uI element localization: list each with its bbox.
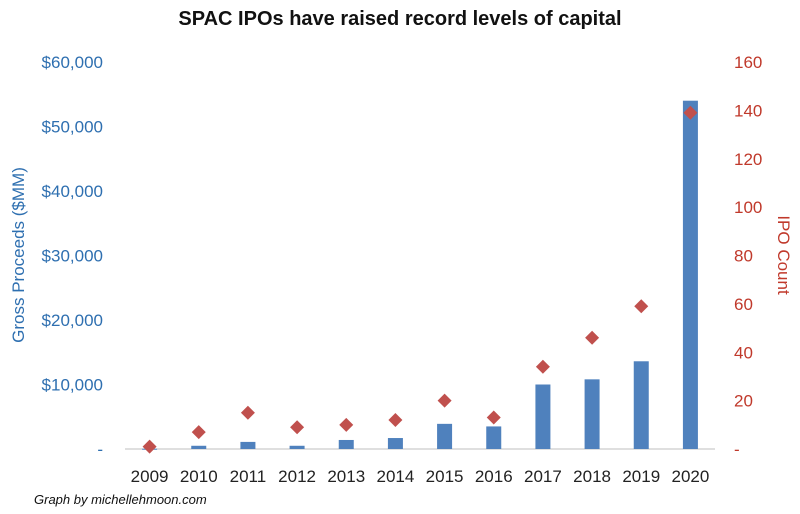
x-tick-label: 2010 xyxy=(180,467,218,486)
bar-2017 xyxy=(535,384,551,449)
bar-2010 xyxy=(191,445,207,449)
bar-2014 xyxy=(387,438,403,449)
right-tick-label: 20 xyxy=(734,392,753,411)
chart-title: SPAC IPOs have raised record levels of c… xyxy=(178,8,622,30)
bar-2016 xyxy=(486,426,502,449)
x-tick-label: 2018 xyxy=(573,467,611,486)
marker-2013 xyxy=(339,417,354,432)
bar-2019 xyxy=(633,361,649,449)
right-axis-ticks: - 20 40 60 80 100 120 140 160 xyxy=(734,53,762,459)
right-tick-label: 80 xyxy=(734,247,753,266)
x-tick-label: 2011 xyxy=(230,467,267,486)
marker-series xyxy=(142,105,698,454)
right-tick-label: - xyxy=(734,440,740,459)
x-tick-label: 2009 xyxy=(131,467,169,486)
marker-2015 xyxy=(437,393,452,408)
marker-2020 xyxy=(683,105,698,120)
bar-2018 xyxy=(584,379,600,449)
bar-2011 xyxy=(240,441,256,449)
bar-2020 xyxy=(682,100,698,449)
right-tick-label: 100 xyxy=(734,198,762,217)
x-tick-label: 2013 xyxy=(327,467,365,486)
x-tick-label: 2014 xyxy=(377,467,415,486)
right-tick-label: 40 xyxy=(734,343,753,362)
marker-2017 xyxy=(535,359,550,374)
x-tick-label: 2016 xyxy=(475,467,513,486)
right-tick-label: 160 xyxy=(734,53,762,72)
credit-text: Graph by michellehmoon.com xyxy=(34,492,207,507)
marker-2010 xyxy=(191,425,206,440)
marker-2009 xyxy=(142,439,157,454)
left-tick-label: $20,000 xyxy=(42,311,103,330)
right-tick-label: 120 xyxy=(734,150,762,169)
left-tick-label: - xyxy=(97,440,103,459)
right-tick-label: 60 xyxy=(734,295,753,314)
bar-2015 xyxy=(437,423,453,449)
bar-series xyxy=(142,100,698,450)
bar-2013 xyxy=(338,439,354,449)
left-tick-label: $40,000 xyxy=(42,182,103,201)
marker-2012 xyxy=(290,420,305,435)
left-tick-label: $60,000 xyxy=(42,53,103,72)
bar-2012 xyxy=(289,445,305,449)
x-axis-ticks: 2009 2010 2011 2012 2013 2014 2015 2016 2017 2018… xyxy=(131,467,710,486)
left-axis-title: Gross Proceeds ($MM) xyxy=(9,167,28,343)
x-tick-label: 2017 xyxy=(524,467,562,486)
marker-2011 xyxy=(240,405,255,420)
left-tick-label: $10,000 xyxy=(42,376,103,395)
right-tick-label: 140 xyxy=(734,101,762,120)
left-axis-ticks: - $10,000 $20,000 $30,000 $40,000 $50,000 $60,… xyxy=(42,53,103,459)
right-axis-title: IPO Count xyxy=(774,215,793,295)
x-tick-label: 2019 xyxy=(622,467,660,486)
marker-2019 xyxy=(634,299,649,314)
marker-2014 xyxy=(388,412,403,427)
marker-2018 xyxy=(585,330,600,345)
marker-2016 xyxy=(486,410,501,425)
x-tick-label: 2020 xyxy=(672,467,710,486)
x-tick-label: 2012 xyxy=(278,467,316,486)
left-tick-label: $30,000 xyxy=(42,247,103,266)
x-tick-label: 2015 xyxy=(426,467,464,486)
left-tick-label: $50,000 xyxy=(42,118,103,137)
